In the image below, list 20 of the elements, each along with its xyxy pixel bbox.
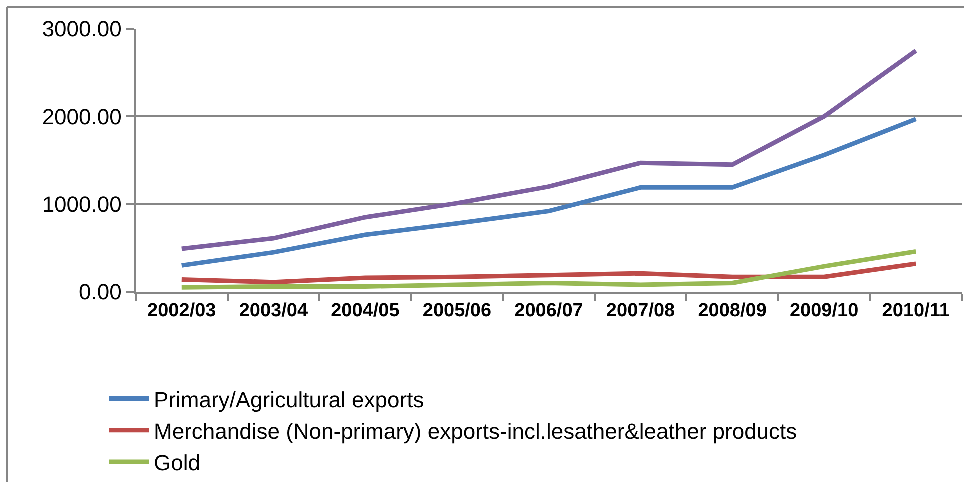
x-tick-label: 2009/10 bbox=[790, 300, 859, 322]
legend-label: Primary/Agricultural exports bbox=[154, 387, 424, 412]
x-tick-label: 2004/05 bbox=[331, 300, 400, 322]
y-tick-label: 0.00 bbox=[79, 280, 122, 305]
y-tick-label: 2000.00 bbox=[42, 104, 122, 130]
line-series bbox=[180, 262, 918, 285]
line-series bbox=[180, 117, 918, 268]
x-tick-label: 2007/08 bbox=[606, 300, 676, 322]
y-tick-label: 1000.00 bbox=[42, 192, 122, 218]
line-series bbox=[180, 249, 918, 290]
legend-label: Gold bbox=[154, 450, 200, 476]
x-tick-label: 2003/04 bbox=[239, 300, 308, 322]
line-series bbox=[180, 48, 918, 252]
x-tick-label: 2005/06 bbox=[422, 300, 492, 322]
x-tick-label: 2006/07 bbox=[514, 300, 584, 322]
x-tick-label: 2002/03 bbox=[148, 300, 216, 322]
y-tick-label: 3000.00 bbox=[42, 16, 122, 42]
legend-label: Merchandise (Non-primary) exports-incl.lesather&leather products bbox=[154, 418, 798, 444]
x-tick-label: 2010/11 bbox=[882, 300, 950, 322]
x-tick-label: 2008/09 bbox=[698, 300, 767, 322]
